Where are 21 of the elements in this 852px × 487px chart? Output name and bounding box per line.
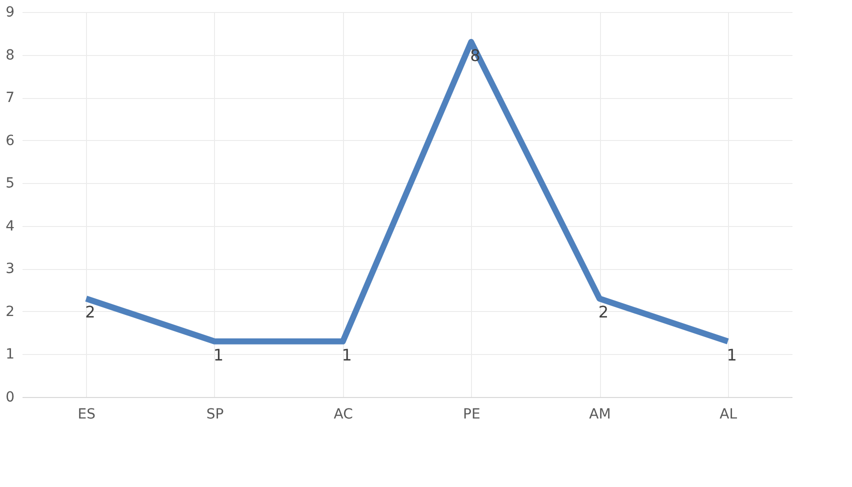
data-label: 1: [213, 345, 224, 364]
y-tick-label: 3: [6, 261, 14, 278]
y-tick-label: 0: [6, 390, 14, 406]
y-tick-label: 9: [6, 4, 14, 20]
data-label: 1: [342, 345, 352, 364]
y-tick-label: 1: [6, 346, 14, 363]
y-tick-label: 6: [6, 132, 15, 149]
x-tick-label: AM: [589, 406, 611, 422]
x-tick-label: AL: [720, 406, 738, 422]
data-label: 2: [598, 302, 609, 322]
data-label: 1: [726, 345, 737, 364]
data-label: 2: [85, 302, 96, 322]
x-tick-label: PE: [463, 406, 480, 422]
y-tick-label: 7: [6, 90, 14, 106]
y-tick-label: 2: [6, 304, 14, 320]
x-tick-label: AC: [334, 406, 354, 422]
y-tick-label: 5: [6, 176, 14, 192]
x-tick-label: SP: [206, 406, 224, 422]
y-tick-label: 4: [6, 218, 15, 234]
x-tick-label: ES: [78, 406, 96, 422]
y-tick-label: 8: [6, 47, 14, 64]
